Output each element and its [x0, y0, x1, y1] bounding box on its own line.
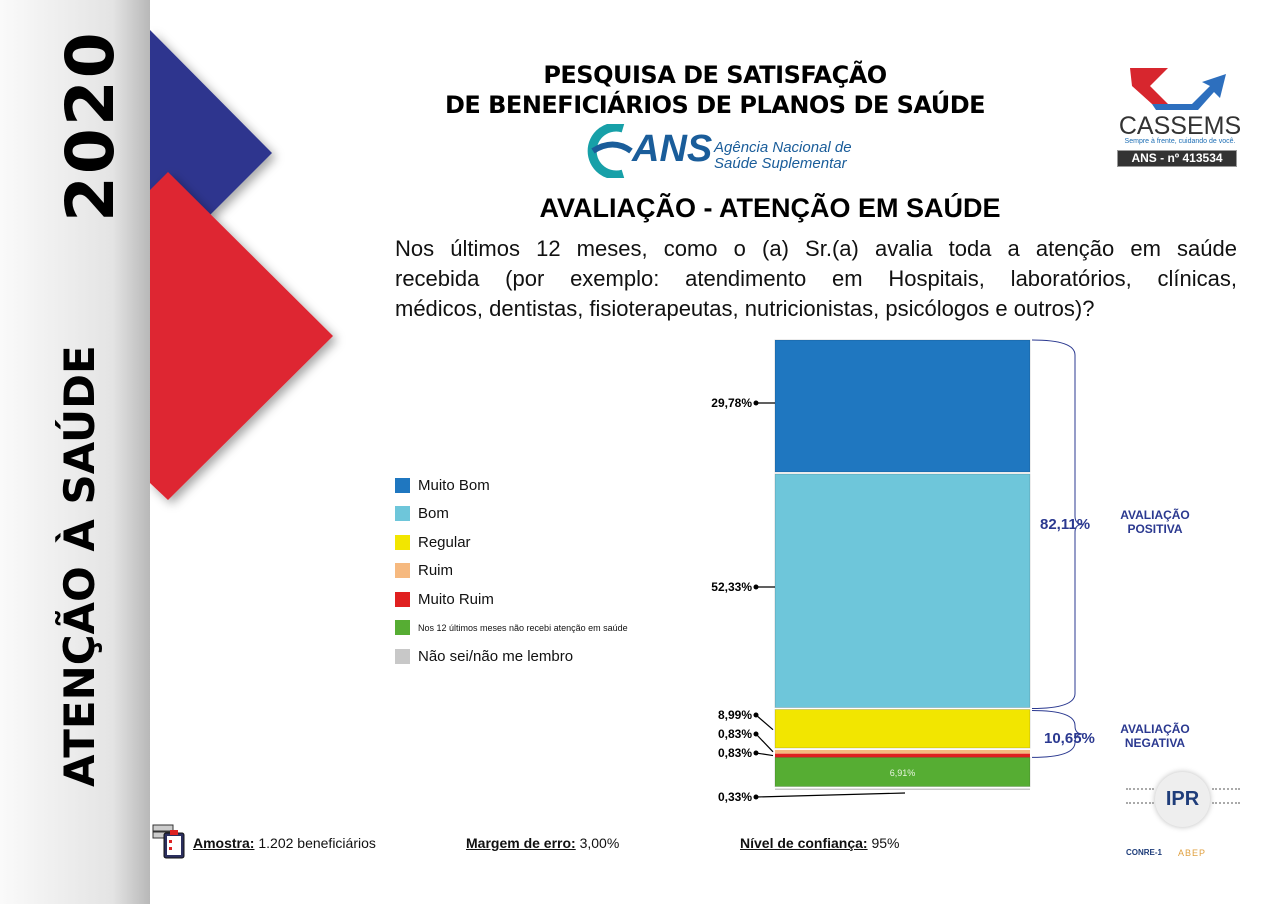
- legend-item: Nos 12 últimos meses não recebi atenção …: [395, 614, 628, 643]
- blue-triangle: [150, 30, 272, 215]
- question-text: Nos últimos 12 meses, como o (a) Sr.(a) …: [395, 234, 1237, 324]
- sample-value: 1.202 beneficiários: [258, 835, 376, 851]
- leader-line: [755, 714, 774, 731]
- confidence-label: Nível de confiança:: [740, 835, 868, 851]
- ans-name: Agência Nacional de Saúde Suplementar: [714, 140, 852, 172]
- data-label: 52,33%: [711, 580, 752, 594]
- legend-item: Ruim: [395, 557, 628, 586]
- bar-segment: [774, 473, 1031, 708]
- label-line: AVALIAÇÃO: [1120, 508, 1190, 522]
- margin-label: Margem de erro:: [466, 835, 576, 851]
- ans-name-line-2: Saúde Suplementar: [714, 155, 847, 172]
- survey-title: PESQUISA DE SATISFAÇÃO DE BENEFICIÁRIOS …: [400, 60, 1030, 120]
- title-line-2: DE BENEFICIÁRIOS DE PLANOS DE SAÚDE: [444, 91, 986, 119]
- sample-label: Amostra:: [193, 835, 255, 851]
- chart-legend: Muito Bom Bom Regular Ruim Muito Ruim Nos 12 …: [395, 471, 628, 671]
- legend-item: Bom: [395, 500, 628, 529]
- group-brace: [1031, 339, 1084, 709]
- brand-tagline: Sempre à frente, cuidando de você.: [1124, 138, 1236, 145]
- leader-line: [755, 733, 774, 753]
- conre-logo: CONRE-1: [1126, 848, 1163, 857]
- legend-label: Nos 12 últimos meses não recebi atenção …: [418, 622, 628, 633]
- ans-logo-text: ANS: [632, 128, 713, 170]
- bar-segment: [775, 788, 1030, 790]
- legend-item: Muito Bom: [395, 471, 628, 500]
- legend-swatch: [395, 648, 410, 664]
- question-line: médicos, dentistas, fisioterapeutas, nut…: [395, 296, 1095, 321]
- legend-swatch: [395, 477, 410, 493]
- data-label: 0,83%: [718, 727, 752, 741]
- data-label: 8,99%: [718, 708, 752, 722]
- group-negative-value: 10,65%: [1044, 730, 1095, 747]
- cassems-logo-icon: [1130, 68, 1226, 110]
- bar-segment: [775, 753, 1030, 758]
- clipboard-icon: [152, 824, 185, 859]
- legend-label: Ruim: [418, 562, 454, 580]
- ans-number-badge: ANS - nº 413534: [1117, 150, 1237, 167]
- data-label: 6,91%: [890, 768, 916, 778]
- bar-segment: [774, 708, 1031, 749]
- legend-item: Não sei/não me lembro: [395, 642, 628, 671]
- group-positive-label: AVALIAÇÃO POSITIVA: [1110, 508, 1200, 536]
- group-brace: [1031, 709, 1084, 758]
- bar-segment: [774, 339, 1031, 473]
- legend-label: Bom: [418, 505, 449, 523]
- decorative-triangles: [150, 30, 333, 500]
- leader-line: [755, 792, 906, 798]
- sidebar: 2020 ATENÇÃO À SAÚDE: [0, 0, 150, 904]
- legend-label: Muito Bom: [418, 476, 490, 494]
- leader-line: [755, 752, 774, 757]
- bar-segment: [775, 749, 1030, 754]
- margin-info: Margem de erro: 3,00%: [466, 835, 619, 851]
- ans-name-line-1: Agência Nacional de: [714, 139, 852, 156]
- legend-label: Regular: [418, 533, 471, 551]
- legend-swatch: [395, 534, 410, 550]
- data-label: 0,83%: [718, 746, 752, 760]
- legend-swatch: [395, 563, 410, 579]
- legend-swatch: [395, 591, 410, 607]
- legend-label: Muito Ruim: [418, 590, 494, 608]
- bar-segment: [774, 756, 1031, 788]
- label-line: NEGATIVA: [1124, 736, 1186, 750]
- legend-swatch: [395, 620, 410, 636]
- legend-label: Não sei/não me lembro: [418, 647, 574, 665]
- legend-item: Regular: [395, 528, 628, 557]
- legend-swatch: [395, 506, 410, 522]
- title-line-1: PESQUISA DE SATISFAÇÃO: [543, 61, 887, 89]
- ans-logo-icon: [587, 124, 633, 178]
- ipr-logo: IPR: [1155, 772, 1210, 827]
- data-label: 0,33%: [718, 790, 752, 804]
- legend-item: Muito Ruim: [395, 585, 628, 614]
- label-line: AVALIAÇÃO: [1120, 722, 1190, 736]
- group-positive-value: 82,11%: [1040, 516, 1091, 533]
- circuit-icon: [1212, 788, 1240, 804]
- brand-name: CASSEMS: [1118, 112, 1242, 140]
- partner-logos: IPR CONRE-1 ABEP: [1120, 770, 1245, 870]
- data-label: 29,78%: [711, 396, 752, 410]
- question-line: Nos últimos 12 meses, como o (a) Sr.(a) …: [395, 236, 1237, 261]
- abep-logo: ABEP: [1178, 848, 1207, 858]
- section-title: AVALIAÇÃO - ATENÇÃO EM SAÚDE: [539, 193, 1001, 223]
- confidence-value: 95%: [871, 835, 900, 851]
- group-negative-label: AVALIAÇÃO NEGATIVA: [1110, 722, 1200, 750]
- red-triangle: [150, 172, 333, 500]
- question-line: recebida (por exemplo: atendimento em Ho…: [395, 266, 1237, 291]
- sample-info: Amostra: 1.202 beneficiários: [193, 835, 376, 851]
- confidence-info: Nível de confiança: 95%: [740, 835, 900, 851]
- label-line: POSITIVA: [1127, 522, 1183, 536]
- circuit-icon: [1126, 788, 1154, 804]
- margin-value: 3,00%: [579, 835, 620, 851]
